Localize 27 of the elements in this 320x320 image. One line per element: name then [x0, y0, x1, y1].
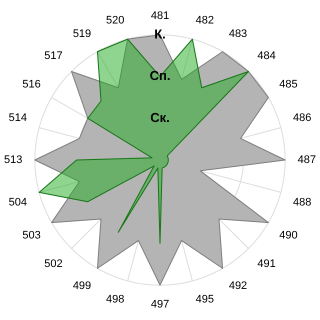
spoke-label: 502 — [44, 258, 63, 270]
spoke-label: 485 — [279, 78, 298, 91]
y-tick-label: Сп. — [150, 68, 170, 84]
spoke-label: 481 — [150, 10, 170, 22]
spoke-label: 516 — [22, 78, 41, 91]
spoke-label: 513 — [4, 154, 22, 166]
spoke-label: 497 — [150, 298, 170, 310]
spoke-label: 483 — [228, 28, 248, 40]
spoke-label: 499 — [72, 280, 92, 292]
spoke-label: 517 — [44, 50, 63, 62]
y-tick-label: Ск. — [150, 110, 170, 125]
spoke-label: 492 — [228, 280, 248, 292]
spoke-label: 514 — [8, 112, 28, 124]
spoke-label: 486 — [292, 112, 312, 124]
spoke-label: 484 — [257, 50, 276, 62]
spoke-label: 482 — [196, 14, 214, 26]
spoke-label: 519 — [72, 28, 92, 40]
spoke-label: 504 — [8, 196, 28, 208]
spoke-label: 490 — [279, 229, 298, 242]
spoke-label: 503 — [22, 229, 41, 242]
spoke-label: 495 — [196, 294, 214, 306]
spoke-label: 487 — [298, 154, 316, 166]
y-tick-label: К. — [154, 26, 166, 42]
spoke-label: 488 — [292, 196, 312, 208]
spoke-label: 498 — [106, 294, 124, 306]
spoke-label: 520 — [106, 14, 124, 26]
spoke-label: 491 — [257, 258, 276, 270]
